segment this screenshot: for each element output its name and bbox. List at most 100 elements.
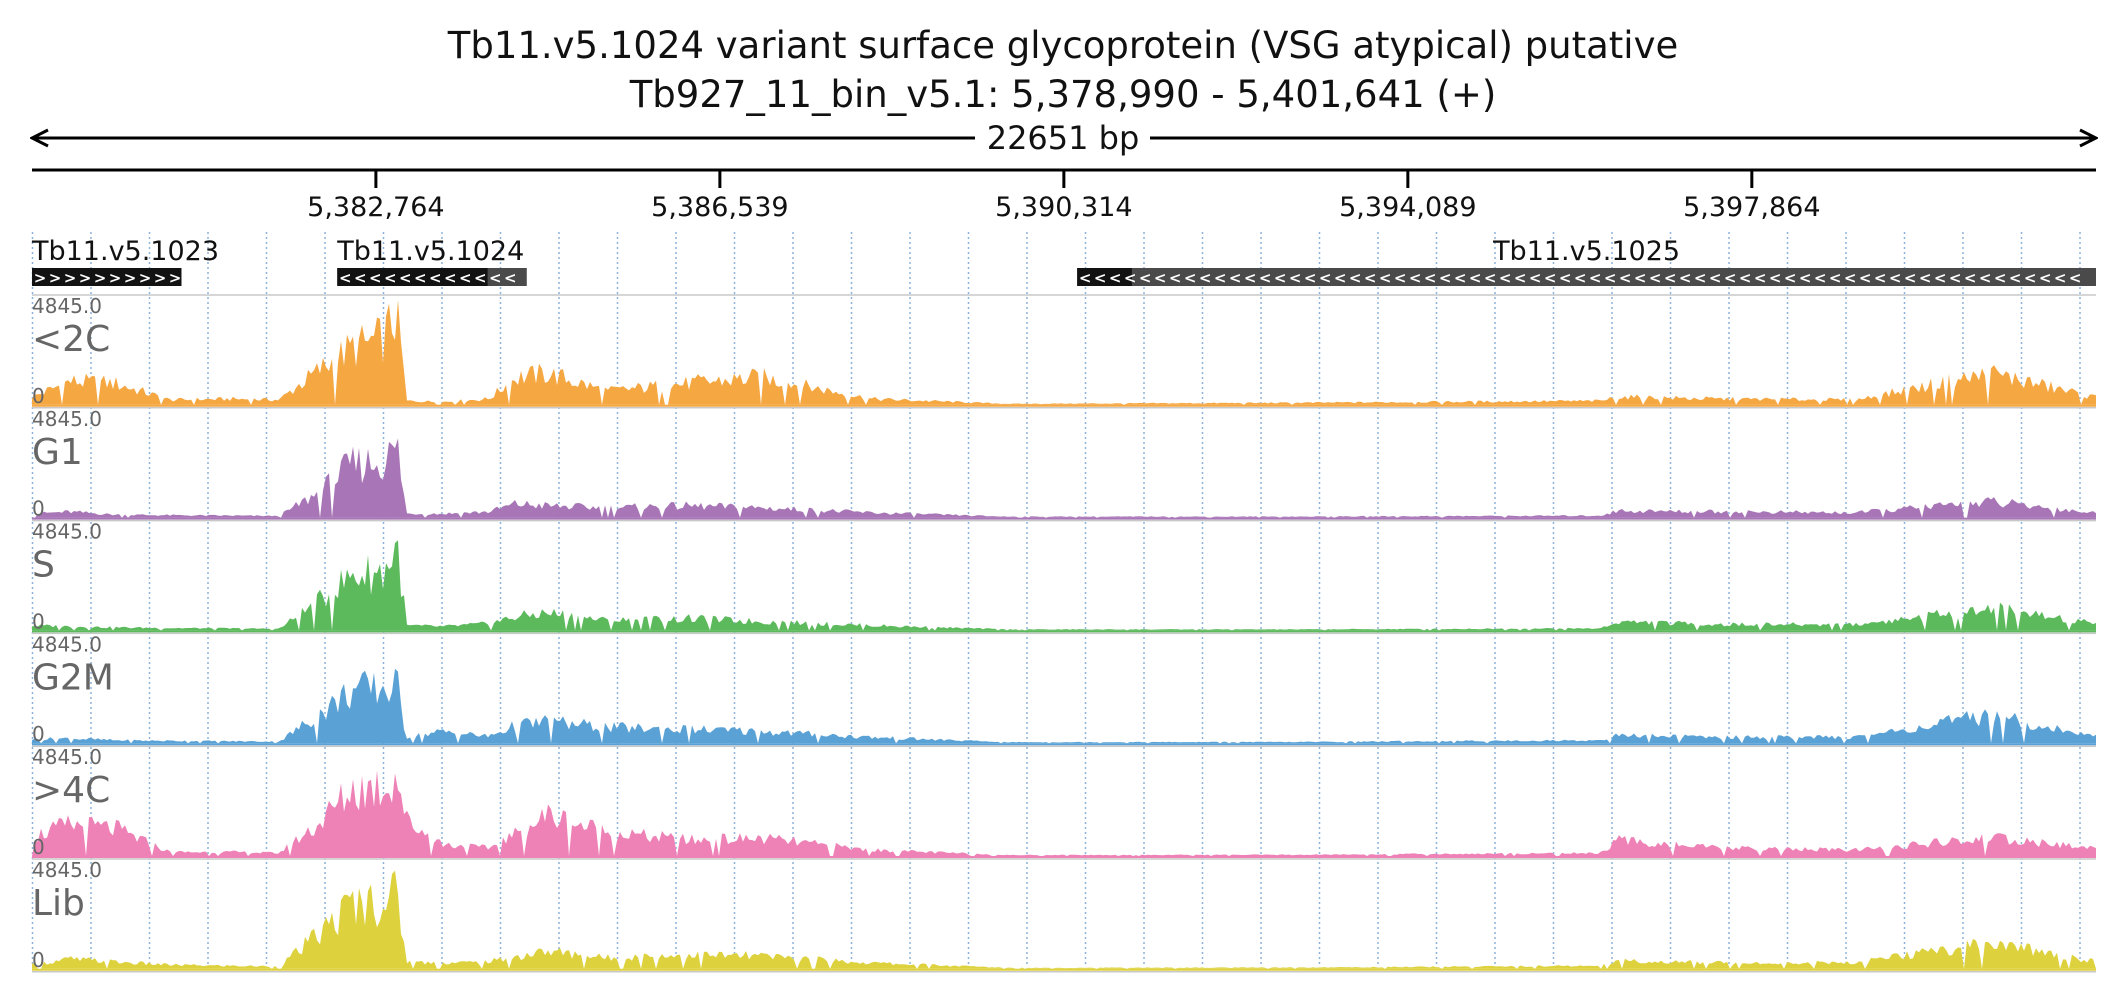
track-ymin-label: 0 <box>32 609 45 633</box>
strand-chevron: < <box>1784 269 1797 287</box>
track-ymax-label: 4845.0 <box>32 858 102 882</box>
strand-chevron: < <box>1739 269 1752 287</box>
strand-chevron: < <box>1229 269 1242 287</box>
strand-chevron: < <box>1334 269 1347 287</box>
strand-chevron: < <box>1244 269 1257 287</box>
strand-chevron: < <box>1859 269 1872 287</box>
strand-chevron: < <box>1559 269 1572 287</box>
strand-chevron: < <box>384 269 397 287</box>
strand-chevron: < <box>2069 269 2082 287</box>
strand-chevron: < <box>1769 269 1782 287</box>
strand-chevron: > <box>79 269 92 287</box>
gene-feature: < < < < < < < < < < < <Tb11.v5.1024 <box>336 236 527 287</box>
track-ymin-label: 0 <box>32 722 45 746</box>
track-name: <2C <box>32 319 110 360</box>
strand-chevron: < <box>1529 269 1542 287</box>
strand-chevron: < <box>1694 269 1707 287</box>
track-ymax-label: 4845.0 <box>32 632 102 656</box>
strand-chevron: < <box>339 269 352 287</box>
strand-chevron: > <box>124 269 137 287</box>
strand-chevron: < <box>2024 269 2037 287</box>
chart-title: Tb11.v5.1024 variant surface glycoprotei… <box>447 24 1679 67</box>
coverage-track: 4845.0<2C 0 <box>32 294 2096 408</box>
strand-chevron: > <box>94 269 107 287</box>
span-label: 22651 bp <box>987 119 1140 157</box>
strand-chevron: < <box>1484 269 1497 287</box>
coverage-area <box>32 438 2096 518</box>
gene-label: Tb11.v5.1023 <box>31 236 219 267</box>
gene-label: Tb11.v5.1024 <box>336 236 524 267</box>
track-ymin-label: 0 <box>32 497 45 521</box>
ruler-tick-label: 5,390,314 <box>995 192 1132 223</box>
strand-chevron: < <box>1679 269 1692 287</box>
strand-chevron: < <box>1274 269 1287 287</box>
coverage-track: 4845.0>4C 0 <box>32 745 2096 859</box>
strand-chevron: < <box>1799 269 1812 287</box>
strand-chevron: < <box>1289 269 1302 287</box>
chart-subtitle: Tb927_11_bin_v5.1: 5,378,990 - 5,401,641… <box>629 73 1497 116</box>
strand-chevron: < <box>1709 269 1722 287</box>
coverage-track: 4845.0G1 0 <box>32 407 2096 521</box>
strand-chevron: < <box>1964 269 1977 287</box>
track-name: Lib <box>32 883 85 924</box>
strand-chevron: < <box>1544 269 1557 287</box>
strand-chevron: < <box>1439 269 1452 287</box>
track-name: S <box>32 545 55 586</box>
strand-chevron: < <box>1379 269 1392 287</box>
strand-chevron: < <box>1949 269 1962 287</box>
strand-chevron: < <box>1664 269 1677 287</box>
strand-chevron: < <box>1184 269 1197 287</box>
strand-chevron: < <box>1469 269 1482 287</box>
strand-chevron: < <box>1499 269 1512 287</box>
strand-chevron: < <box>1409 269 1422 287</box>
strand-chevron: < <box>1889 269 1902 287</box>
strand-chevron: < <box>1844 269 1857 287</box>
ruler-tick-label: 5,394,089 <box>1339 192 1476 223</box>
track-ymin-label: 0 <box>32 384 45 408</box>
track-ymax-label: 4845.0 <box>32 745 102 769</box>
strand-chevron: < <box>1319 269 1332 287</box>
strand-chevron: < <box>1604 269 1617 287</box>
strand-chevron: > <box>139 269 152 287</box>
ruler-tick-label: 5,397,864 <box>1683 192 1820 223</box>
gene-annotation-track: > > > > > > > > > >Tb11.v5.1023< < < < < < < < < < < <Tb11.v… <box>31 236 2096 287</box>
strand-chevron: < <box>489 269 502 287</box>
strand-chevron: > <box>34 269 47 287</box>
ruler-tick-label: 5,382,764 <box>307 192 444 223</box>
strand-chevron: < <box>1979 269 1992 287</box>
coverage-area <box>32 540 2096 631</box>
strand-chevron: > <box>49 269 62 287</box>
strand-chevron: < <box>1424 269 1437 287</box>
strand-chevron: < <box>1109 269 1122 287</box>
track-ymax-label: 4845.0 <box>32 407 102 431</box>
strand-chevron: < <box>369 269 382 287</box>
track-ymax-label: 4845.0 <box>32 294 102 318</box>
coverage-area <box>32 668 2096 744</box>
strand-chevron: < <box>444 269 457 287</box>
strand-chevron: < <box>1919 269 1932 287</box>
strand-chevron: < <box>1364 269 1377 287</box>
strand-chevron: > <box>109 269 122 287</box>
strand-chevron: < <box>1754 269 1767 287</box>
track-name: G2M <box>32 657 114 698</box>
coordinate-ruler: 5,382,764 5,386,539 5,390,314 5,394,089 5,39… <box>32 168 2096 223</box>
strand-chevron: < <box>1304 269 1317 287</box>
strand-chevron: < <box>1154 269 1167 287</box>
strand-chevron: < <box>1589 269 1602 287</box>
track-ymin-label: 0 <box>32 835 45 859</box>
strand-chevron: < <box>1259 269 1272 287</box>
strand-chevron: < <box>474 269 487 287</box>
track-ymax-label: 4845.0 <box>32 520 102 544</box>
strand-chevron: < <box>414 269 427 287</box>
strand-chevron: > <box>154 269 167 287</box>
strand-chevron: < <box>2039 269 2052 287</box>
gene-cds-bar <box>337 268 488 286</box>
strand-chevron: < <box>399 269 412 287</box>
strand-chevron: < <box>2009 269 2022 287</box>
strand-chevron: < <box>1079 269 1092 287</box>
strand-chevron: < <box>1814 269 1827 287</box>
gene-feature: > > > > > > > > > >Tb11.v5.1023 <box>31 236 219 287</box>
strand-chevron: < <box>1349 269 1362 287</box>
